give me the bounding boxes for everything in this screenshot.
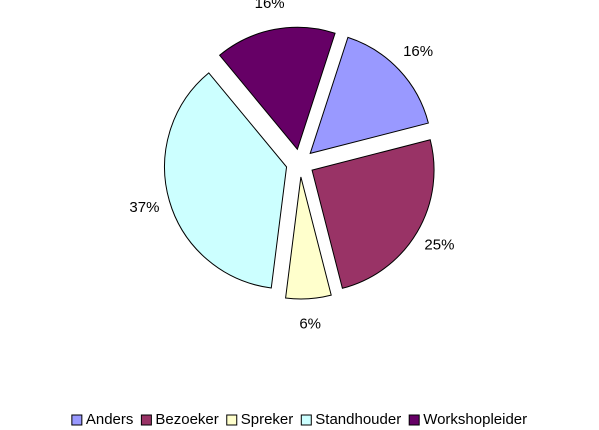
data-label: 16%	[403, 43, 433, 60]
pie-slice	[285, 176, 332, 300]
legend-swatch	[408, 414, 420, 426]
legend-swatch	[226, 414, 238, 426]
legend: Anders Bezoeker Spreker Standhouder Workshop…	[71, 411, 527, 428]
data-label: 25%	[424, 236, 454, 253]
legend-label: Standhouder	[315, 411, 401, 428]
legend-swatch	[300, 414, 312, 426]
pie-slice	[309, 36, 429, 155]
legend-swatch	[71, 414, 83, 426]
pie-slice	[164, 72, 288, 289]
legend-label: Workshopleider	[423, 411, 527, 428]
legend-label: Bezoeker	[155, 411, 218, 428]
legend-label: Spreker	[241, 411, 294, 428]
legend-swatch	[140, 414, 152, 426]
legend-label: Anders	[86, 411, 134, 428]
data-label: 16%	[255, 0, 285, 12]
pie-slice	[311, 139, 435, 289]
pie-slice	[218, 26, 336, 151]
data-label: 37%	[129, 199, 159, 216]
data-label: 6%	[299, 316, 321, 333]
